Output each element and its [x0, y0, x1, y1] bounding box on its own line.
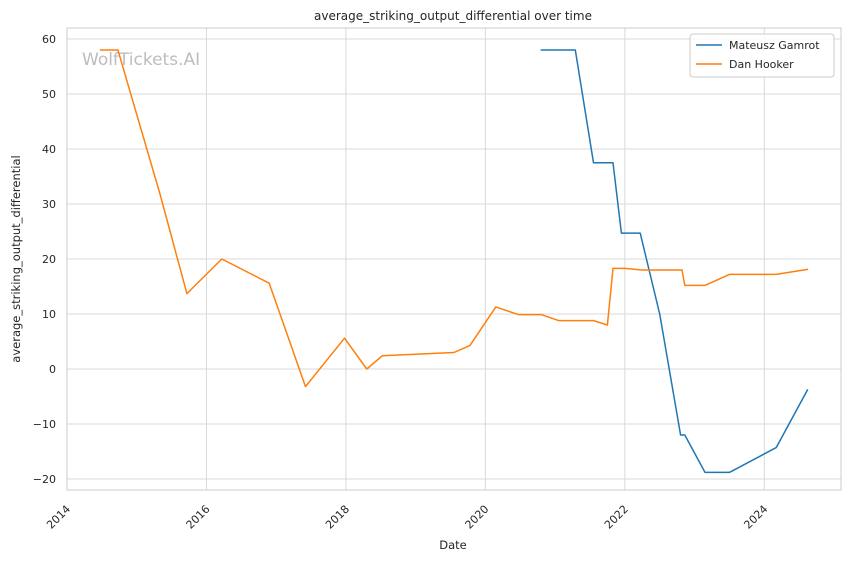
series-line-0 [540, 49, 809, 474]
legend-label: Dan Hooker [729, 58, 794, 71]
x-axis-label: Date [439, 538, 467, 552]
y-gridlines [67, 38, 841, 480]
series-line-1 [99, 49, 809, 388]
series-lines [99, 49, 809, 474]
y-tick-label: 10 [42, 308, 56, 321]
plot-frame [66, 27, 842, 491]
chart-title: average_striking_output_differential ove… [314, 9, 592, 23]
y-tick-label: 50 [42, 88, 56, 101]
legend: Mateusz Gamrot Dan Hooker [689, 33, 835, 78]
watermark: WolfTickets.AI [82, 50, 200, 70]
y-tick-label: −20 [33, 473, 56, 486]
legend-label: Mateusz Gamrot [729, 39, 820, 52]
y-tick-labels: −20 −10 0 10 20 30 40 50 60 [33, 33, 56, 486]
y-tick-label: 0 [49, 363, 56, 376]
y-axis-label: average_striking_output_differential [9, 155, 23, 362]
y-tick-label: 60 [42, 33, 56, 46]
y-tick-label: 20 [42, 253, 56, 266]
y-tick-label: 30 [42, 198, 56, 211]
legend-box [689, 33, 835, 78]
y-tick-label: −10 [33, 418, 56, 431]
y-tick-label: 40 [42, 143, 56, 156]
